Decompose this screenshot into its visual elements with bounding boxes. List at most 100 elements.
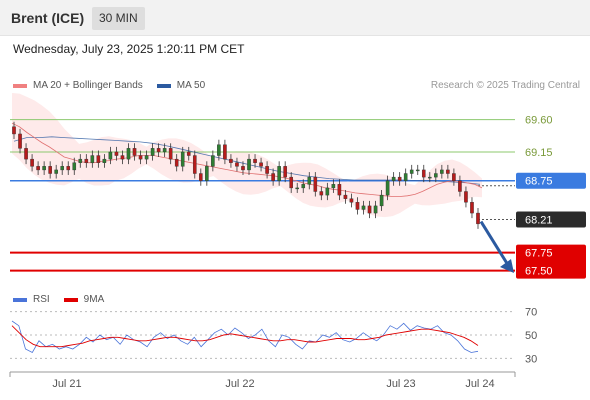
x-tick-label: Jul 23 [386,378,415,390]
candle-body [277,166,281,181]
candle-body [307,176,312,185]
candle-body [470,202,474,214]
candle-body [144,155,149,160]
candle-body [464,191,468,203]
candle-body [162,148,167,153]
rsi-ma-legend-label: 9MA [83,294,105,305]
candle-body [24,148,28,160]
report-datetime: Wednesday, July 23, 2025 1:20:11 PM CET [13,42,245,56]
candle-body [54,169,58,174]
rsi-axis-label: 50 [525,330,537,342]
candle-body [90,155,95,163]
rsi-ma-legend-swatch [63,297,78,302]
candle-body [96,155,101,163]
candle-body [355,202,360,210]
candle-body [259,162,263,167]
candle-body [434,173,438,178]
candle-body [265,166,269,174]
candle-body [205,166,209,181]
forecast-arrow [479,220,510,266]
candle-body [403,173,408,181]
candle-body [18,133,22,149]
candle-body [361,205,366,210]
research-credit: Research © 2025 Trading Central [430,80,580,91]
ma50-line [13,136,481,185]
candle-body [12,126,16,135]
candle-body [319,191,324,196]
level-label: 67.50 [525,266,553,278]
candle-body [48,166,52,174]
candle-body [42,166,46,171]
candle-body [60,166,65,171]
candle-body [120,155,125,160]
current-price-badge [516,211,586,228]
target-badge [516,244,586,279]
rsi-ma-line [11,325,479,348]
candle-body [343,194,348,199]
candle-body [325,187,330,196]
rsi-legend-label: RSI [33,294,50,305]
rsi-axis-label: 30 [525,353,537,365]
candle-body [78,158,83,163]
candle-body [223,144,227,160]
level-label: 69.60 [525,115,553,127]
candle-body [427,176,432,179]
candle-body [72,162,77,171]
candle-body [452,173,456,181]
forecast-arrowhead [500,259,514,274]
candle-body [253,158,257,163]
candle-body [36,166,40,171]
x-tick-label: Jul 22 [225,378,254,390]
candle-body [367,205,372,214]
candle-body [150,148,155,156]
chart-header: Brent (ICE) 30 MIN [0,0,590,36]
candle-body [476,212,480,225]
ma20-legend-label: MA 20 + Bollinger Bands [33,80,143,91]
candle-body [421,169,426,178]
candle-body [84,158,89,163]
rsi-legend-swatch [13,297,27,302]
candle-body [186,151,191,156]
candle-body [241,166,245,171]
candle-body [301,184,306,189]
x-tick-label: Jul 24 [465,378,494,390]
candle-body [391,176,396,181]
candle-body [295,187,300,190]
candle-body [379,194,384,207]
candle-body [331,184,336,189]
candle-body [373,205,378,214]
candle-body [217,144,221,156]
candle-body [168,148,173,160]
candle-body [192,155,197,174]
candle-body [385,180,390,196]
candle-body [446,169,450,174]
candle-body [283,166,287,178]
price-legend: MA 20 + Bollinger Bands MA 50 [13,80,205,91]
candle-body [30,158,34,167]
candle-body [289,176,293,189]
candle-body [102,158,107,163]
candle-body [174,158,179,167]
candle-body [211,155,215,167]
rsi-axis-label: 70 [525,307,537,319]
candle-body [349,198,354,203]
candle-body [108,151,113,160]
level-label: 69.15 [525,147,553,159]
ma20-line [11,122,483,197]
candle-body [235,162,239,167]
candle-body [313,176,318,192]
level-label: 68.75 [525,176,553,188]
candle-body [180,151,185,167]
candle-body [126,148,131,160]
timeframe-button[interactable]: 30 MIN [92,7,145,30]
candle-body [66,166,71,171]
candle-body [397,176,402,181]
candle-body [156,148,161,153]
rsi-line [11,320,479,354]
x-tick-label: Jul 21 [52,378,81,390]
candle-body [271,173,275,181]
candle-body [132,148,137,156]
candle-body [114,151,119,156]
candle-body [440,169,444,174]
